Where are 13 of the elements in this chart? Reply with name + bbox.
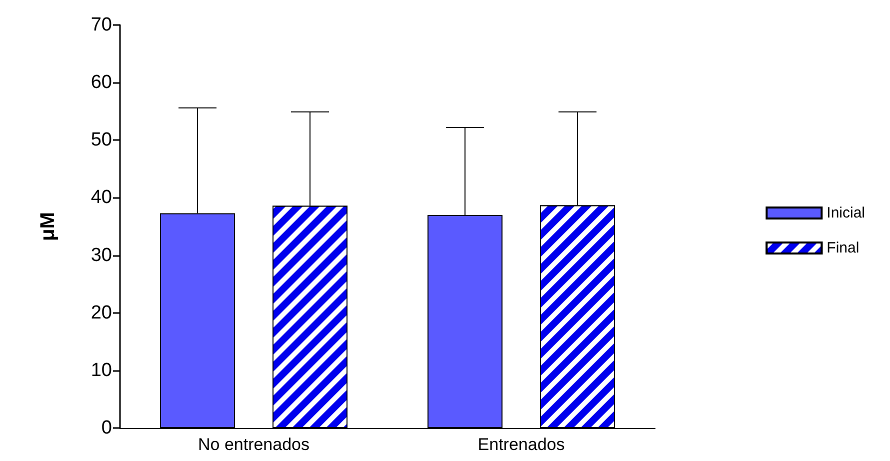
y-tick-label: 0 [101,418,112,438]
y-tick-label: 60 [90,72,112,94]
y-tick-label: 40 [90,187,112,208]
x-tick-label: No entrenados [198,435,310,454]
legend-label: Final [826,240,860,256]
y-tick-label: 20 [90,302,112,324]
y-tick-label: 30 [90,244,112,266]
y-tick-label: 10 [90,360,112,381]
y-axis-title: μM [37,212,59,241]
legend-label: Inicial [826,204,866,222]
y-tick-label: 50 [90,130,112,151]
y-tick-label: 70 [90,14,112,36]
x-tick-label: Entrenados [478,435,565,454]
